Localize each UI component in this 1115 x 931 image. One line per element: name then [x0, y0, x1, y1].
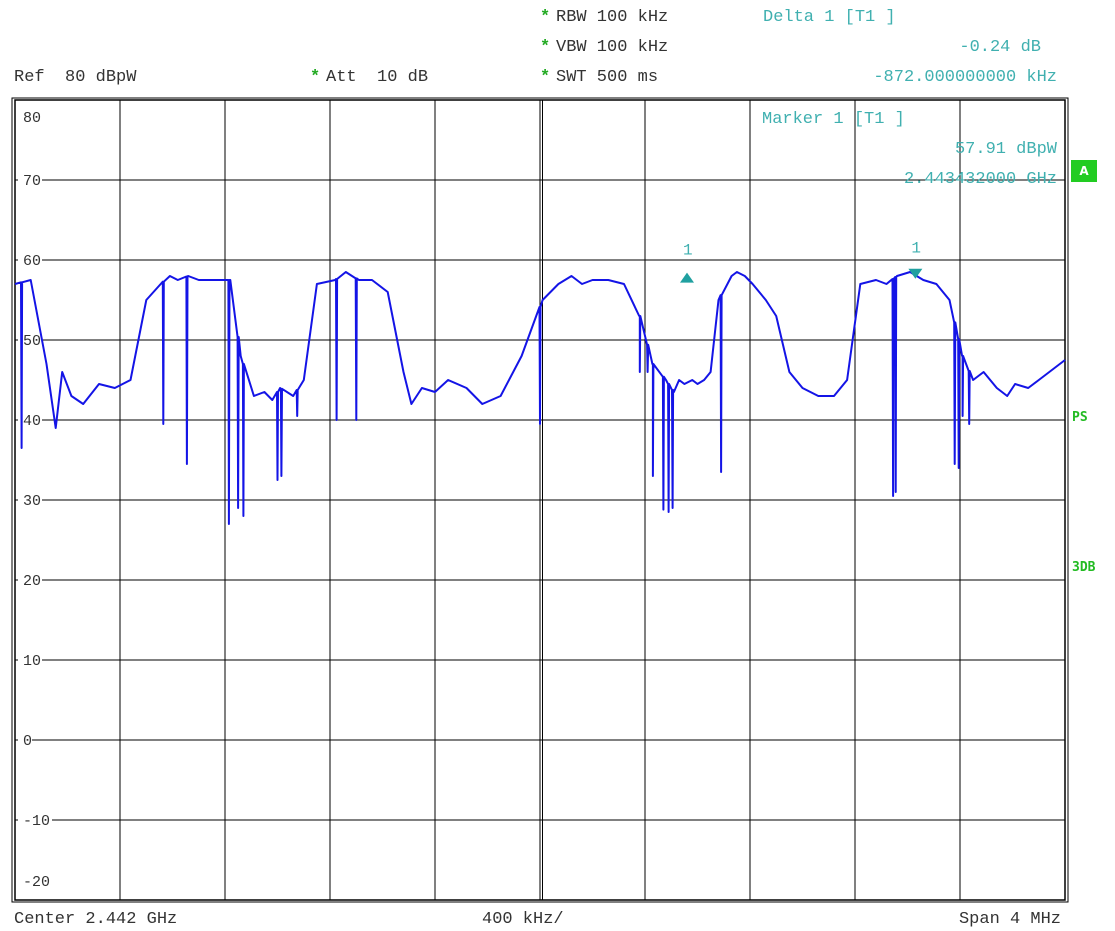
rbw-star: * [540, 8, 551, 27]
ref-level: Ref 80 dBpW [14, 68, 137, 87]
marker-level: 57.91 dBpW [954, 140, 1057, 159]
y-tick-label: -20 [23, 874, 50, 891]
y-tick-label: 0 [23, 733, 32, 750]
y-tick-label: 40 [23, 413, 41, 430]
delta-marker-level: -0.24 dB [959, 38, 1041, 57]
y-tick-label-bg [18, 171, 42, 189]
y-tick-label-bg [18, 731, 32, 749]
vbw-star: * [540, 38, 551, 57]
delta-marker-label: Delta 1 [T1 ] [763, 8, 896, 27]
center-frequency: Center 2.442 GHz [14, 910, 178, 929]
trace-line [14, 271, 1066, 525]
attenuation-setting: Att 10 dB [326, 68, 429, 87]
y-tick-label-bg [18, 571, 42, 589]
ps-label: PS [1072, 410, 1088, 425]
marker-label: Marker 1 [T1 ] [762, 110, 905, 129]
trace-a-badge: A [1071, 160, 1097, 182]
y-tick-label-bg [18, 331, 42, 349]
trace-1 [14, 271, 1066, 525]
y-tick-label-bg [18, 811, 52, 829]
marker-1-number: 1 [911, 240, 921, 258]
y-tick-label: 80 [23, 110, 41, 127]
span-setting: Span 4 MHz [958, 910, 1061, 929]
att-star: * [310, 68, 321, 87]
y-tick-label-bg [18, 411, 42, 429]
y-tick-label: 70 [23, 173, 41, 190]
y-tick-label: 60 [23, 253, 41, 270]
y-tick-label-bg [18, 491, 42, 509]
grid-lines [15, 100, 1065, 900]
marker-frequency: 2.443432000 GHz [903, 170, 1057, 189]
y-tick-label-bg [18, 251, 42, 269]
delta-marker-frequency: -872.000000000 kHz [873, 68, 1057, 87]
marker-1-triangle [908, 268, 923, 279]
y-tick-label-bg [18, 651, 42, 669]
y-tick-label: -10 [23, 813, 50, 830]
3db-label: 3DB [1072, 560, 1096, 575]
sweep-time-setting: SWT 500 ms [556, 68, 659, 87]
delta-marker-1-number: 1 [683, 242, 693, 260]
y-tick-label: 10 [23, 653, 41, 670]
swt-star: * [540, 68, 551, 87]
y-tick-label: 50 [23, 333, 41, 350]
delta-marker-1-triangle [680, 272, 694, 283]
vbw-setting: VBW 100 kHz [556, 38, 669, 57]
y-tick-label: 30 [23, 493, 41, 510]
y-tick-label: 20 [23, 573, 41, 590]
frequency-per-division: 400 kHz/ [482, 910, 564, 929]
rbw-setting: RBW 100 kHz [556, 8, 669, 27]
y-tick-labels: 80 70 60 50 40 30 20 10 0 -10 -20 [18, 110, 52, 891]
